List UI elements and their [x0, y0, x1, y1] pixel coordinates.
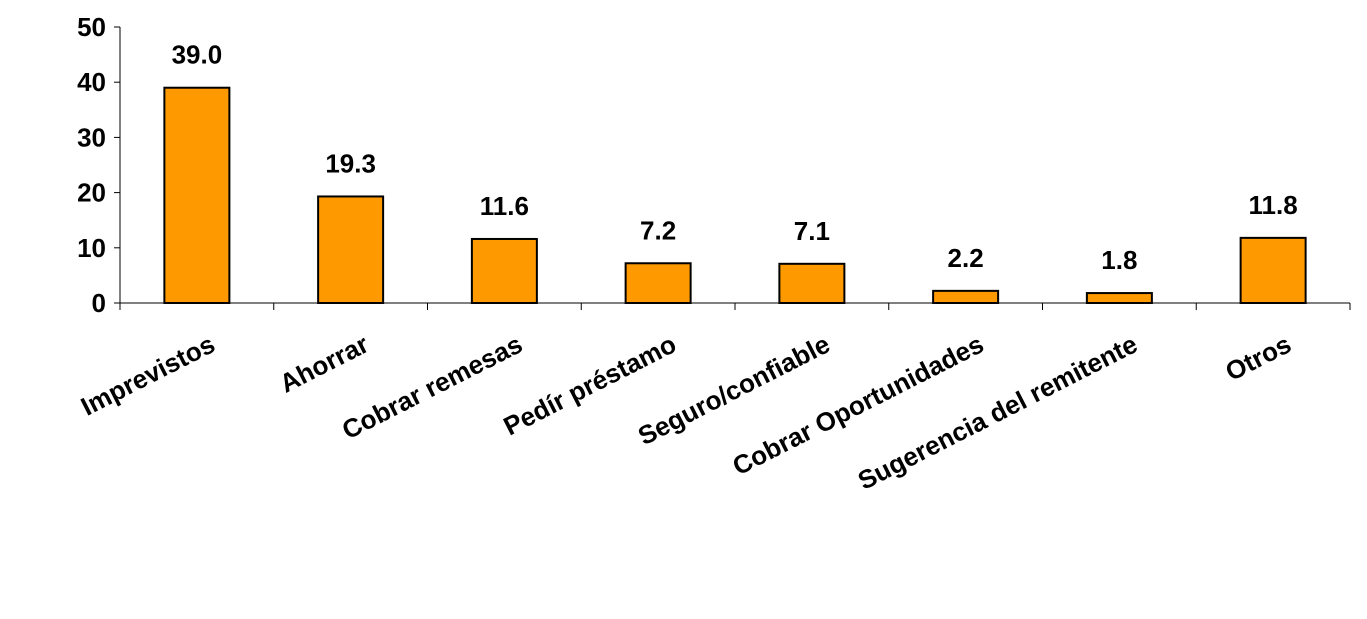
- data-label: 19.3: [325, 148, 376, 178]
- bar: [932, 289, 1000, 304]
- bar: [1085, 292, 1153, 304]
- data-label: 7.1: [794, 216, 830, 246]
- y-tick-label: 0: [92, 288, 106, 318]
- y-tick-label: 10: [77, 233, 106, 263]
- data-label: 39.0: [172, 40, 223, 70]
- category-label: Imprevistos: [76, 329, 220, 422]
- category-label: Ahorrar: [275, 329, 374, 399]
- y-tick-label: 20: [77, 178, 106, 208]
- data-label: 2.2: [948, 243, 984, 273]
- bar: [317, 195, 385, 305]
- category-label: Sugerencia del remitente: [853, 329, 1142, 496]
- y-tick-label: 40: [77, 67, 106, 97]
- bar: [778, 262, 846, 305]
- bar: [163, 86, 231, 304]
- y-tick-label: 30: [77, 122, 106, 152]
- data-label: 1.8: [1101, 245, 1137, 275]
- category-label: Otros: [1220, 329, 1295, 387]
- data-label: 7.2: [640, 215, 676, 245]
- bar: [624, 262, 692, 305]
- category-label: Cobrar Oportunidades: [728, 329, 989, 482]
- bars: [163, 86, 1307, 305]
- bar: [470, 237, 538, 304]
- bar: [1239, 236, 1307, 304]
- data-label: 11.8: [1249, 190, 1298, 220]
- y-axis: 0 10 20 30 40 50: [77, 12, 121, 318]
- data-label: 11.6: [480, 191, 529, 221]
- x-axis: [119, 302, 1351, 310]
- data-labels: 39.0 19.3 11.6 7.2 7.1 2.2 1.8 11.8: [172, 40, 1298, 275]
- y-tick-label: 50: [77, 12, 106, 42]
